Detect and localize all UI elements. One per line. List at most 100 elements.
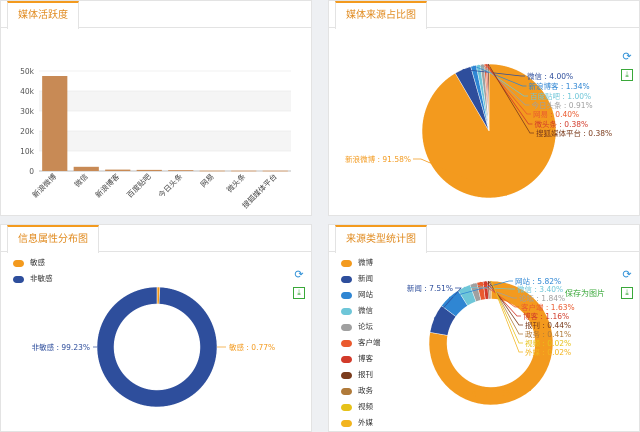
leader-line <box>490 280 523 353</box>
legend-swatch <box>13 275 24 283</box>
leader-line <box>413 158 507 196</box>
legend-label: 客户端 <box>358 338 381 347</box>
refresh-icon[interactable]: ⟳ <box>294 268 304 281</box>
slice-label: 搜狐媒体平台 : 0.38% <box>536 128 612 138</box>
legend-item[interactable]: 新闻 <box>341 271 381 287</box>
legend-label: 非敏感 <box>30 274 53 283</box>
slice-label: 微信 : 3.40% <box>517 284 563 294</box>
bar[interactable] <box>199 170 225 172</box>
leader-line <box>433 287 462 319</box>
source-pie-chart: 新浪微博 : 91.58% 微信 : 4.00%新浪博客 : 1.34%百度贴吧 … <box>345 63 612 199</box>
legend-swatch <box>341 403 352 411</box>
tab-divider <box>1 251 311 252</box>
attr-donut-chart: 敏感 : 0.77% 非敏感 : 99.23% <box>32 286 275 408</box>
save-image-icon[interactable]: ⤓ <box>621 69 633 81</box>
leader-line <box>514 390 531 394</box>
legend-label: 政务 <box>358 386 373 395</box>
x-tick-label: 微信 <box>72 171 90 189</box>
legend-item[interactable]: 客户端 <box>341 335 381 351</box>
pie-slice[interactable] <box>96 286 218 408</box>
slice-label: 新浪博客 : 1.34% <box>529 81 590 91</box>
refresh-icon[interactable]: ⟳ <box>622 50 632 63</box>
bar[interactable] <box>262 170 288 172</box>
bar[interactable] <box>168 170 194 171</box>
legend-item[interactable]: 视频 <box>341 399 381 415</box>
bar[interactable] <box>42 76 68 171</box>
bar[interactable] <box>105 169 131 171</box>
y-tick-label: 30k <box>20 107 35 116</box>
leader-line <box>487 63 534 134</box>
slice-label: 微博 : 77.76% <box>462 388 513 398</box>
legend-swatch <box>341 371 352 379</box>
x-tick-label: 微头条 <box>224 171 247 194</box>
legend-swatch <box>341 323 352 331</box>
type-donut-chart: 微博 : 77.76% 新闻 : 7.51% 网站 : 5.82%微信 : 3.40… <box>407 276 575 406</box>
x-tick-label: 新浪博客 <box>93 171 122 200</box>
legend-label: 新闻 <box>358 274 373 283</box>
pie-slice[interactable] <box>487 63 490 132</box>
y-tick-label: 40k <box>20 87 35 96</box>
leader-line <box>463 286 515 290</box>
legend-item[interactable]: 微博 <box>341 255 381 271</box>
legend-label: 外媒 <box>358 418 373 427</box>
bar[interactable] <box>73 166 99 171</box>
panel-title[interactable]: 媒体活跃度 <box>7 1 79 29</box>
leader-line <box>484 63 531 115</box>
slice-label: 微头条 : 0.38% <box>535 119 589 129</box>
slice-label: 微信 : 4.00% <box>527 71 573 81</box>
y-tick-label: 20k <box>20 127 35 136</box>
leader-line <box>462 69 525 77</box>
legend-item[interactable]: 报刊 <box>341 367 381 383</box>
y-tick-label: 0 <box>29 167 34 176</box>
pie-slice[interactable] <box>428 280 554 406</box>
slice-label: 网站 : 5.82% <box>515 276 561 286</box>
grid-band <box>39 131 291 151</box>
legend-item[interactable]: 非敏感 <box>13 271 53 287</box>
x-tick-label: 网易 <box>199 172 216 189</box>
save-tooltip: 保存为图片 <box>565 289 605 298</box>
legend-item[interactable]: 网站 <box>341 287 381 303</box>
panel-title[interactable]: 信息属性分布图 <box>7 225 99 253</box>
legend-item[interactable]: 博客 <box>341 351 381 367</box>
slice-label: 外媒 : 0.02% <box>525 347 571 357</box>
legend-swatch <box>341 387 352 395</box>
bar[interactable] <box>136 169 162 171</box>
legend-label: 博客 <box>358 354 373 363</box>
legend-label: 报刊 <box>358 370 373 379</box>
slice-label: 客户端 : 1.63% <box>521 302 575 312</box>
slice-label: 新浪微博 : 91.58% <box>345 154 411 164</box>
x-tick-label: 百度贴吧 <box>124 171 153 200</box>
slice-label: 博客 : 1.16% <box>523 311 569 321</box>
legend-label: 微信 <box>358 306 373 315</box>
legend-label: 敏感 <box>30 258 45 267</box>
leader-line <box>448 280 513 298</box>
legend-item[interactable]: 外媒 <box>341 415 381 431</box>
legend-label: 微博 <box>358 258 373 267</box>
legend-swatch <box>341 291 352 299</box>
legend-swatch <box>341 307 352 315</box>
save-image-icon[interactable]: ⤓ <box>621 287 633 299</box>
legend-swatch <box>341 419 352 427</box>
legend-swatch <box>341 355 352 363</box>
save-image-icon[interactable]: ⤓ <box>293 287 305 299</box>
slice-label: 视频 : 0.02% <box>525 338 571 348</box>
slice-label: 新闻 : 7.51% <box>407 283 453 293</box>
legend-item[interactable]: 论坛 <box>341 319 381 335</box>
bar[interactable] <box>231 170 257 172</box>
legend-item[interactable]: 政务 <box>341 383 381 399</box>
attr-legend: 敏感 非敏感 <box>13 255 53 287</box>
panel-title[interactable]: 媒体来源占比图 <box>335 1 427 29</box>
slice-label: 敏感 : 0.77% <box>229 342 275 352</box>
slice-label: 论坛 : 1.84% <box>519 293 565 303</box>
legend-item[interactable]: 敏感 <box>13 255 53 271</box>
refresh-icon[interactable]: ⟳ <box>622 268 632 281</box>
x-tick-label: 新浪微博 <box>30 171 59 200</box>
slice-label: 报刊 : 0.44% <box>525 320 571 330</box>
legend-label: 论坛 <box>358 322 373 331</box>
panel-title[interactable]: 来源类型统计图 <box>335 225 427 253</box>
panel-type: 来源类型统计图 微博新闻网站微信论坛客户端博客报刊政务视频外媒 ⟳ ⤓ 保存为图… <box>328 224 640 432</box>
type-legend: 微博新闻网站微信论坛客户端博客报刊政务视频外媒 <box>341 255 381 431</box>
legend-label: 网站 <box>358 290 373 299</box>
legend-item[interactable]: 微信 <box>341 303 381 319</box>
